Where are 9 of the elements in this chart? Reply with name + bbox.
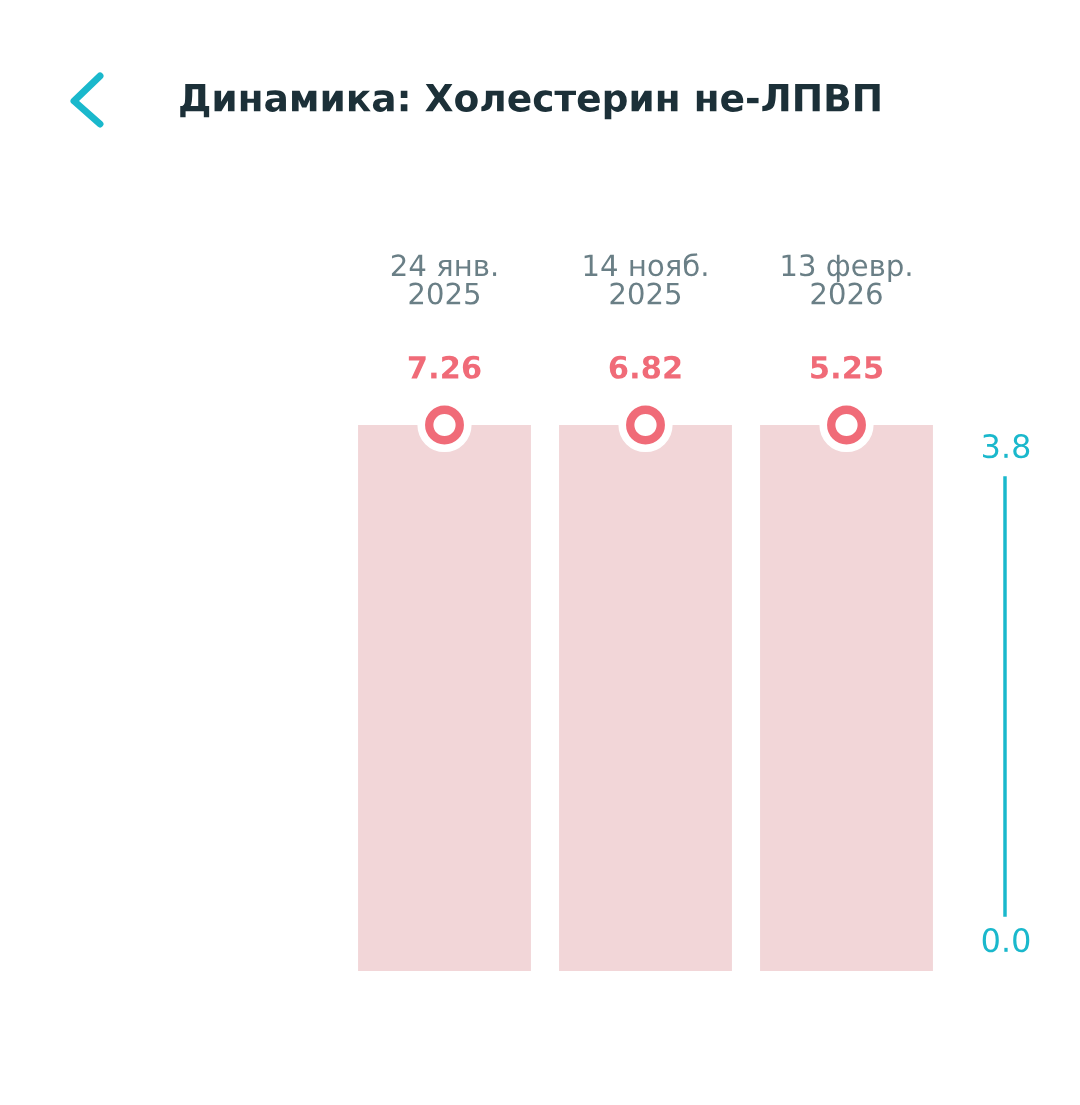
data-label: 7.26 [408,355,481,379]
category-label: 13 февр. 2026 [782,254,911,305]
text: 3.8 [983,434,1030,459]
text: 0.0 [982,928,1030,953]
data-label: 5.25 [811,355,883,379]
category-label: 14 нояб. 2025 [584,253,707,305]
data-label: 6.82 [609,355,681,379]
text: Динамика: Холестерин не-ЛПВП [180,84,880,120]
category-label: 24 янв. 2025 [391,254,497,305]
